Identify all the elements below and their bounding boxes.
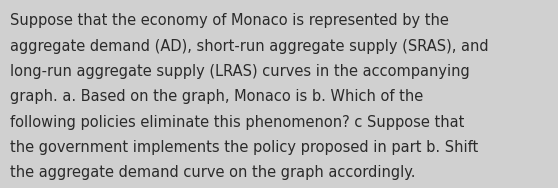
Text: Suppose that the economy of Monaco is represented by the: Suppose that the economy of Monaco is re… xyxy=(10,13,449,28)
Text: the government implements the policy proposed in part b. Shift: the government implements the policy pro… xyxy=(10,140,478,155)
Text: following policies eliminate this phenomenon? c Suppose that: following policies eliminate this phenom… xyxy=(10,115,464,130)
Text: graph. a. Based on the graph, Monaco is b. Which of the: graph. a. Based on the graph, Monaco is … xyxy=(10,89,424,104)
Text: the aggregate demand curve on the graph accordingly.: the aggregate demand curve on the graph … xyxy=(10,165,416,180)
Text: aggregate demand (AD), short-run aggregate supply (SRAS), and: aggregate demand (AD), short-run aggrega… xyxy=(10,39,489,54)
Text: long-run aggregate supply (LRAS) curves in the accompanying: long-run aggregate supply (LRAS) curves … xyxy=(10,64,470,79)
